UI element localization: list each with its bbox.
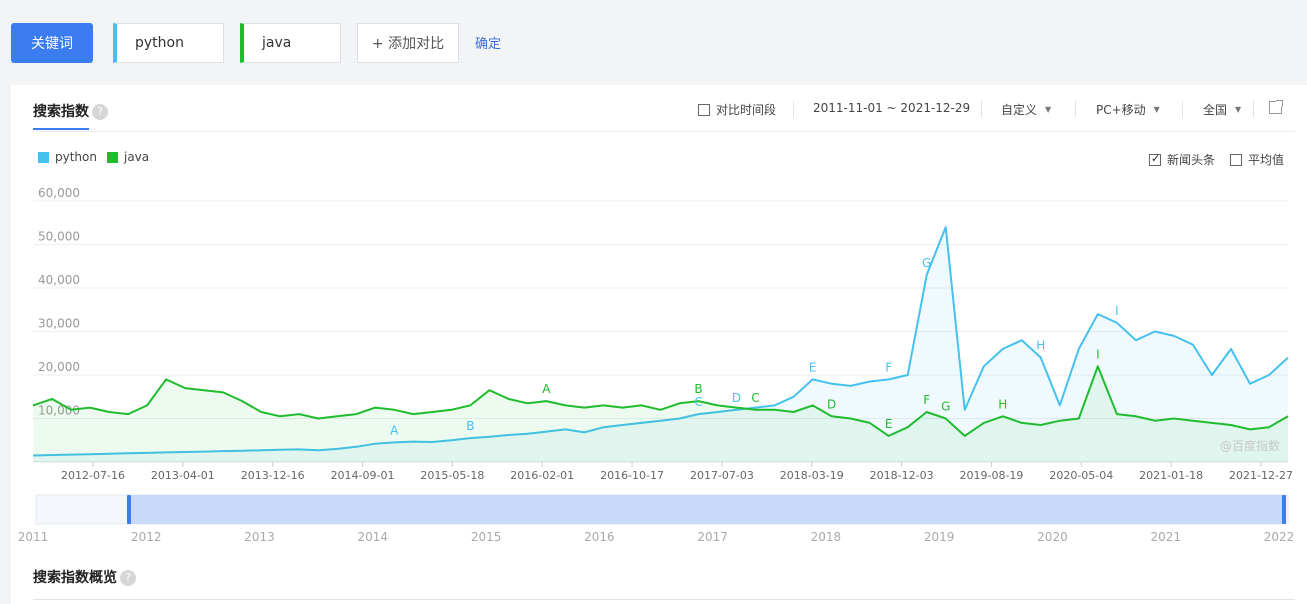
divider <box>1253 101 1254 117</box>
average-checkbox[interactable] <box>1230 153 1242 166</box>
legend-label-java[interactable]: java <box>123 150 150 164</box>
tab-underline <box>33 128 89 130</box>
device-dropdown[interactable]: PC+移动 ▼ <box>1096 101 1160 118</box>
legend-swatch-python <box>38 151 49 163</box>
confirm-link[interactable]: 确定 <box>475 37 502 52</box>
divider <box>981 101 982 117</box>
add-compare-button[interactable]: + 添加对比 <box>357 23 459 63</box>
legend-label-python[interactable]: python <box>55 150 97 164</box>
average-toggle[interactable]: 平均值 <box>1230 151 1284 168</box>
compare-period-checkbox[interactable] <box>698 103 710 116</box>
tab-search-index[interactable]: 搜索指数? <box>33 101 108 121</box>
overview-divider <box>33 599 1295 600</box>
question-circle-icon[interactable]: ? <box>120 570 136 586</box>
keyword-tab-button[interactable]: 关键词 <box>11 23 93 63</box>
caret-down-icon: ▼ <box>1045 105 1052 114</box>
divider <box>1182 101 1183 117</box>
news-toggle[interactable]: 新闻头条 <box>1149 151 1215 168</box>
region-dropdown[interactable]: 全国 ▼ <box>1203 101 1241 118</box>
caret-down-icon: ▼ <box>1235 105 1242 114</box>
divider <box>1075 101 1076 117</box>
device-label: PC+移动 <box>1096 103 1146 117</box>
keyword-python-input[interactable]: python <box>113 23 224 63</box>
keyword-bar: 关键词 python java + 添加对比 确定 <box>0 0 1307 85</box>
question-circle-icon[interactable]: ? <box>92 104 108 120</box>
compare-period-label: 对比时间段 <box>716 103 777 117</box>
average-label: 平均值 <box>1248 153 1285 167</box>
chart-legend: python java <box>38 150 149 164</box>
date-range-picker[interactable]: 2011-11-01 ~ 2021-12-29 <box>813 101 970 115</box>
news-label: 新闻头条 <box>1167 153 1216 167</box>
date-range-value: 2011-11-01 ~ 2021-12-29 <box>813 101 971 115</box>
custom-label: 自定义 <box>1001 103 1038 117</box>
overview-title-label: 搜索指数概览 <box>33 570 117 586</box>
tab-search-index-label: 搜索指数 <box>33 104 89 120</box>
region-label: 全国 <box>1203 103 1228 117</box>
caret-down-icon: ▼ <box>1153 105 1160 114</box>
header-divider <box>33 131 1295 132</box>
overview-title: 搜索指数概览? <box>33 567 136 587</box>
search-index-panel: 搜索指数? 对比时间段 2011-11-01 ~ 2021-12-29 自定义 ▼… <box>11 85 1307 604</box>
custom-dropdown[interactable]: 自定义 ▼ <box>1001 101 1051 118</box>
news-checkbox[interactable] <box>1149 152 1161 166</box>
keyword-java-input[interactable]: java <box>240 23 341 63</box>
legend-swatch-java <box>106 151 118 163</box>
external-link-icon[interactable] <box>1269 100 1283 114</box>
compare-period-toggle[interactable]: 对比时间段 <box>698 101 776 118</box>
divider <box>793 101 794 117</box>
